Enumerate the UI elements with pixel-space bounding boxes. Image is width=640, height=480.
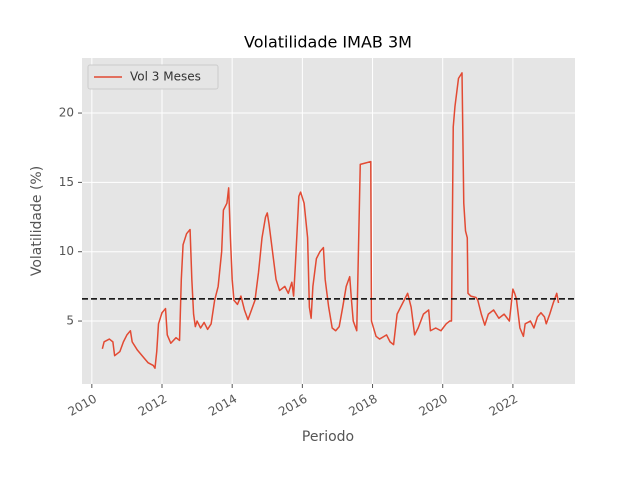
- x-axis-label: Periodo: [302, 429, 354, 445]
- y-tick-label: 10: [59, 244, 74, 258]
- x-tick-label: 2020: [417, 392, 450, 419]
- x-tick-label: 2012: [136, 392, 169, 419]
- y-tick-label: 5: [66, 314, 74, 328]
- legend-box: [87, 64, 219, 90]
- plot-area: [82, 58, 575, 384]
- legend-label: Vol 3 Meses: [130, 70, 201, 84]
- y-tick-label: 20: [59, 106, 74, 120]
- x-tick-label: 2014: [206, 392, 239, 419]
- x-tick-label: 2018: [346, 392, 379, 419]
- chart-title: Volatilidade IMAB 3M: [244, 33, 412, 52]
- x-tick-label: 2016: [276, 392, 309, 419]
- y-tick-label: 15: [59, 175, 74, 189]
- x-tick-label: 2022: [487, 392, 520, 419]
- x-tick-label: 2010: [66, 392, 99, 419]
- y-axis-label: Volatilidade (%): [29, 166, 45, 276]
- line-series: [101, 72, 560, 369]
